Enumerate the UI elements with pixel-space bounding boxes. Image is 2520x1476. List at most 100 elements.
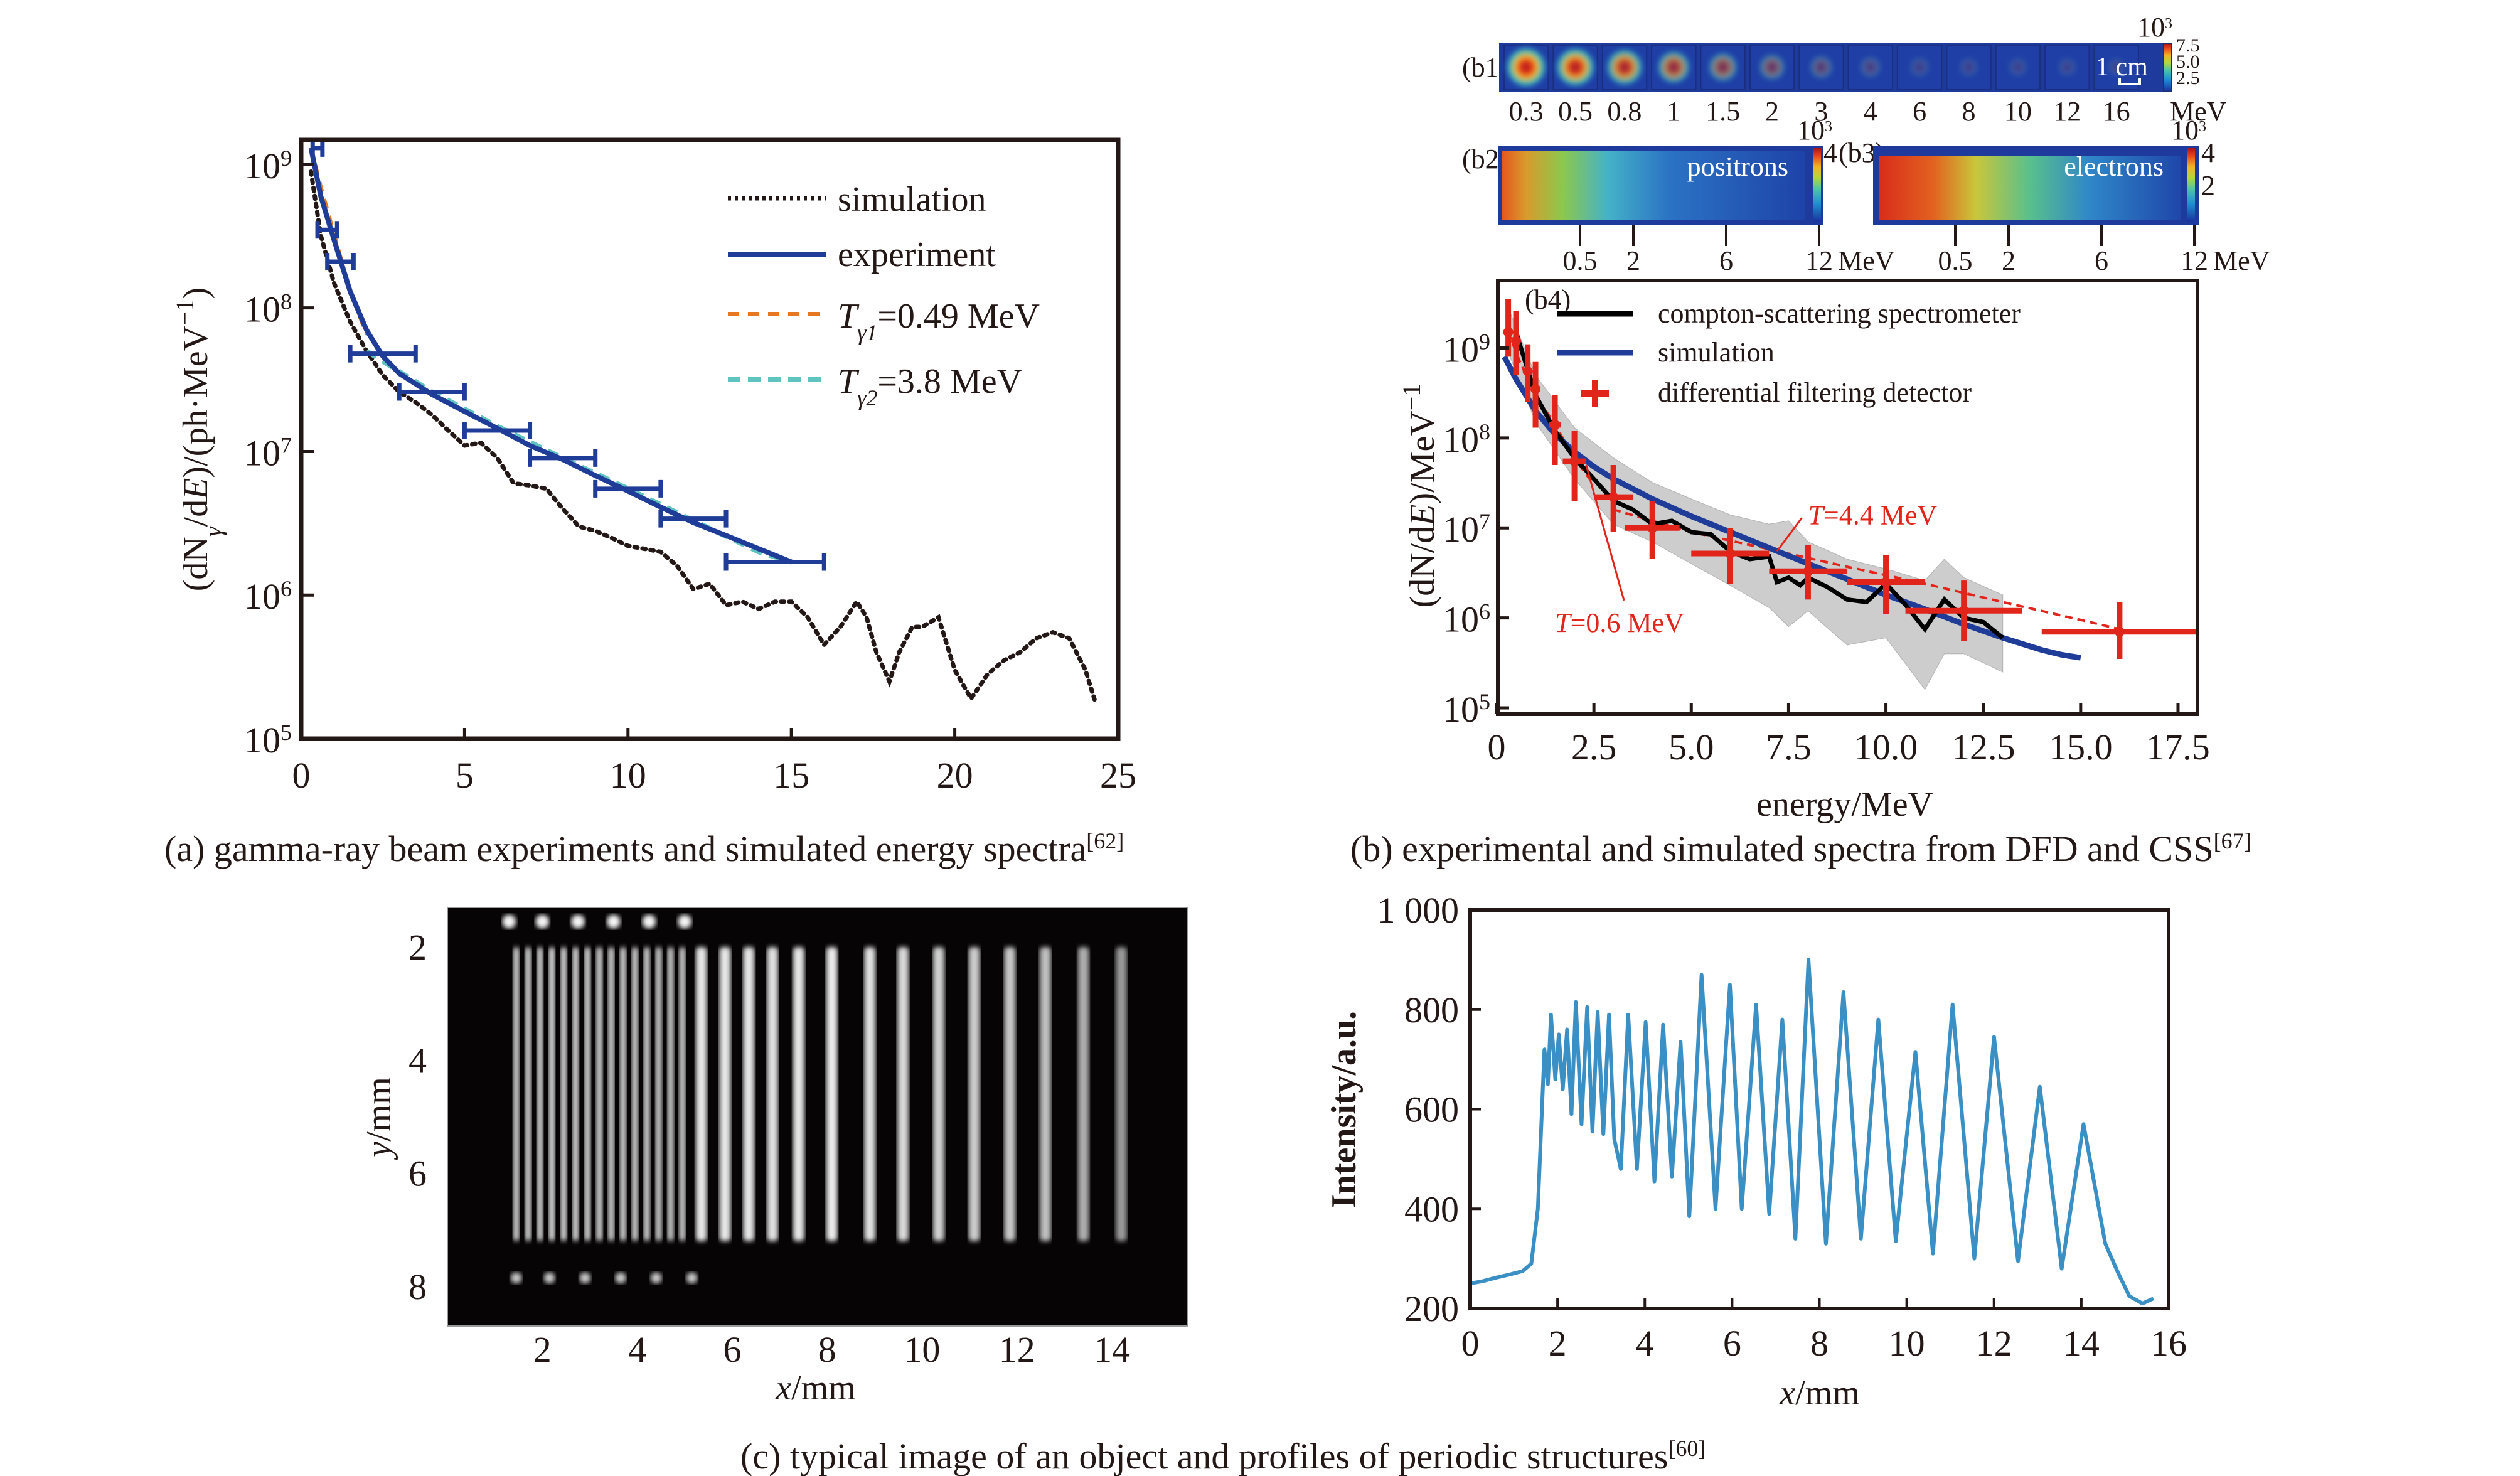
- b1-energy-label: 16: [2103, 96, 2130, 127]
- b1-beam-spot: [1506, 47, 1547, 87]
- stripe: [932, 947, 944, 1241]
- stripe: [631, 947, 638, 1241]
- stripe: [513, 947, 520, 1241]
- stripe-top-dot: [642, 914, 656, 929]
- b3-energy-ticks: 0.5 2 6 12 MeV: [1938, 225, 2270, 276]
- x-tick-label: 15: [773, 755, 809, 796]
- b1-beam-spot: [1909, 56, 1931, 78]
- stripe-top-dot: [502, 914, 516, 929]
- b1-energy-label: 4: [1864, 96, 1877, 127]
- b2-tick-label: 12: [1805, 245, 1833, 276]
- b3-tick-label: 12: [2181, 245, 2208, 276]
- b1-beam-spot: [2008, 57, 2028, 77]
- y-tick-label: 6: [408, 1153, 427, 1194]
- stripe: [643, 947, 650, 1241]
- b2-label-positrons: positrons: [1687, 151, 1788, 182]
- error-bar: [348, 345, 418, 363]
- error-bar: [315, 221, 339, 239]
- y-tick-label: 108: [1443, 419, 1490, 460]
- b2-energy-ticks: 0.5 2 6 12 MeV: [1563, 225, 1895, 276]
- x-tick-label: 10.0: [1854, 727, 1918, 767]
- periodic-stripes: [502, 914, 1128, 1284]
- stripe: [584, 947, 591, 1241]
- b1-beam-spot: [1606, 48, 1643, 86]
- x-tick-label: 6: [1723, 1323, 1741, 1364]
- b1-beam-spot: [1958, 56, 1979, 78]
- dfd-marker: [1522, 366, 1533, 377]
- error-bar: [528, 449, 598, 467]
- stripe: [864, 947, 876, 1241]
- y-tick-label: 2: [408, 927, 427, 968]
- x-tick-label: 12: [1976, 1323, 2012, 1364]
- stripe: [1077, 947, 1089, 1241]
- b1-colorbar-tick-25: 2.5: [2176, 68, 2200, 88]
- x-tick-label: 10: [904, 1329, 940, 1370]
- b1-beam-spot: [2057, 57, 2077, 77]
- x-tick-label: 17.5: [2146, 727, 2210, 767]
- dfd-marker: [1725, 548, 1736, 559]
- error-bar: [397, 383, 467, 401]
- stripe: [1004, 947, 1016, 1241]
- x-tick-label: 6: [723, 1329, 741, 1370]
- y-tick-label: 107: [1443, 509, 1490, 550]
- x-tick-label: 14: [2063, 1323, 2100, 1364]
- y-axis-ticks-a: 105 106 107 108 109: [244, 146, 314, 761]
- stripe-bottom-dot: [510, 1272, 522, 1284]
- plot-frame-b4: [1496, 279, 2199, 716]
- scale-bar-bracket: [2118, 78, 2141, 85]
- x-tick-label: 12: [999, 1329, 1035, 1370]
- x-tick-label: 2: [533, 1329, 552, 1370]
- chart-c-image: 2 4 6 8 10 12 14 2 4 6 8 x/mm y/mm: [360, 907, 1188, 1408]
- b2-tick-label: 2: [1626, 245, 1640, 276]
- legend-a: simulation experiment Tγ1=0.49 MeV Tγ2=3…: [728, 180, 1040, 410]
- b1-energy-label: 2: [1765, 96, 1779, 127]
- stripe: [596, 947, 603, 1241]
- b1-unit-label: MeV: [2170, 96, 2227, 127]
- legend-label-t-gamma2: Tγ2=3.8 MeV: [838, 362, 1022, 410]
- caption-a: (a) gamma-ray beam experiments and simul…: [164, 828, 1124, 869]
- simulation-line: [309, 169, 1097, 705]
- x-tick-label: 0: [1488, 727, 1506, 767]
- stripe: [767, 947, 779, 1241]
- b3-unit-label: MeV: [2213, 245, 2270, 276]
- stripe-bottom-dot: [686, 1272, 698, 1284]
- stripe: [548, 947, 555, 1241]
- b1-energy-label: 3: [1814, 96, 1828, 127]
- b3-tick-label: 6: [2095, 245, 2108, 276]
- image-frame: [447, 907, 1188, 1327]
- b2-colorbar-tick-4: 4: [1823, 137, 1837, 168]
- b1-beam-spot: [1809, 55, 1834, 80]
- y-tick-label: 108: [244, 289, 292, 330]
- b1-energy-label: 10: [2004, 96, 2032, 127]
- x-tick-label: 8: [1810, 1323, 1829, 1364]
- b3-tick-label: 2: [2002, 245, 2015, 276]
- annotation-label: T=4.4 MeV: [1808, 500, 1937, 530]
- x-axis-label-c-image: x/mm: [775, 1369, 856, 1408]
- stripe: [655, 947, 662, 1241]
- b2-tick-label: 6: [1719, 245, 1733, 276]
- stripe-top-dot: [571, 914, 585, 929]
- x-tick-label: 12.5: [1951, 727, 2015, 767]
- x-axis-ticks-c-profile: 0 2 4 6 8 10 12 14 16: [1461, 1298, 2187, 1364]
- x-axis-ticks-c-image: 2 4 6 8 10 12 14: [533, 1329, 1130, 1370]
- stripe: [607, 947, 614, 1241]
- y-tick-label: 105: [244, 720, 292, 761]
- dfd-marker: [1550, 419, 1561, 430]
- y-tick-label: 8: [408, 1266, 427, 1307]
- experiment-error-bars: [310, 139, 826, 571]
- stripe: [525, 947, 531, 1241]
- annotations-b4: T=4.4 MeV T=0.6 MeV: [1555, 464, 1937, 638]
- x-tick-label: 14: [1094, 1329, 1130, 1370]
- b3-colorbar: [2187, 148, 2195, 222]
- stripe-bottom-dot: [615, 1272, 627, 1284]
- x-tick-label: 7.5: [1766, 727, 1812, 767]
- x-tick-label: 15.0: [2049, 727, 2113, 767]
- b1-colorbar: [2163, 43, 2172, 92]
- stripe: [1116, 947, 1128, 1241]
- y-tick-label: 109: [1443, 329, 1490, 370]
- stripe: [619, 947, 626, 1241]
- dfd-marker: [1503, 327, 1514, 338]
- b2-colorbar-exponent: 103: [1797, 115, 1832, 146]
- chart-c-profile: 0 2 4 6 8 10 12 14 16 200 400 600 800 1 000 x/mm Int…: [1325, 890, 2187, 1413]
